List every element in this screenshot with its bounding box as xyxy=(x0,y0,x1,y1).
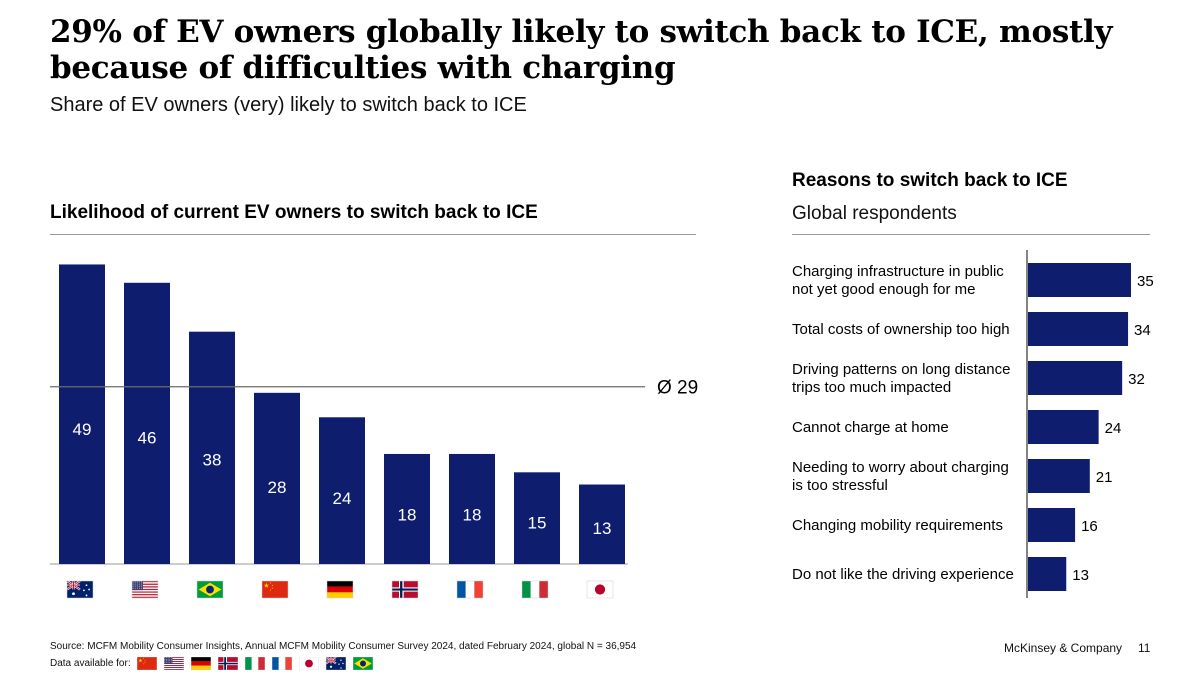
flag-it-icon xyxy=(521,580,549,599)
reason-bar xyxy=(1028,459,1090,493)
reason-label-line: Needing to worry about charging xyxy=(792,459,1009,476)
left-chart-title: Likelihood of current EV owners to switc… xyxy=(50,202,538,223)
bar-flag-no xyxy=(384,453,430,564)
bar-flag-jp xyxy=(579,484,625,564)
bar-value-label: 46 xyxy=(138,428,157,447)
reason-label-line: Changing mobility requirements xyxy=(792,517,1003,534)
bar-value-label: 18 xyxy=(398,505,417,524)
flag-au-icon xyxy=(325,657,346,670)
bar-value-label: 38 xyxy=(203,450,222,469)
reason-label-line: trips too much impacted xyxy=(792,379,951,396)
reason-label-line: Cannot charge at home xyxy=(792,419,949,436)
right-chart-title-rule xyxy=(792,234,1150,235)
flag-br-icon xyxy=(352,657,373,670)
reason-bar xyxy=(1028,410,1099,444)
reason-label: Needing to worry about charging is too st… xyxy=(792,459,1009,494)
average-label: Ø 29 xyxy=(657,378,698,399)
flag-br-icon xyxy=(196,580,224,599)
bar-value-label: 49 xyxy=(73,420,92,439)
bar-value-label: 24 xyxy=(333,489,352,508)
right-chart-title: Reasons to switch back to ICE xyxy=(792,170,1068,191)
data-available-label: Data available for: xyxy=(50,658,131,669)
bar-value-label: 28 xyxy=(268,478,287,497)
reason-label: Driving patterns on long distance trips t… xyxy=(792,361,1010,396)
right-chart-subtitle: Global respondents xyxy=(792,203,957,224)
reason-label: Charging infrastructure in public not yet… xyxy=(792,263,1004,298)
reason-value-label: 13 xyxy=(1072,567,1089,584)
reason-value-label: 35 xyxy=(1137,273,1154,290)
reason-label-line: Charging infrastructure in public xyxy=(792,263,1004,280)
flag-jp-icon xyxy=(586,580,614,599)
reason-bar xyxy=(1028,361,1123,395)
reason-label: Total costs of ownership too high xyxy=(792,321,1010,338)
flag-de-icon xyxy=(190,657,211,670)
flag-fr-icon xyxy=(271,657,292,670)
reason-bar xyxy=(1028,312,1129,346)
reason-label-line: Total costs of ownership too high xyxy=(792,321,1010,338)
bar-flag-cn xyxy=(254,392,300,564)
reason-label-line: Driving patterns on long distance xyxy=(792,361,1010,378)
bar-value-label: 13 xyxy=(593,519,612,538)
page-title: 29% of EV owners globally likely to swit… xyxy=(50,14,1113,86)
data-available-flags xyxy=(136,657,373,670)
reason-value-label: 21 xyxy=(1096,469,1113,486)
flag-no-icon xyxy=(217,657,238,670)
page-subtitle: Share of EV owners (very) likely to swit… xyxy=(50,94,527,116)
bar-flag-us xyxy=(124,282,170,564)
bar-flag-br xyxy=(189,331,235,564)
reason-label: Changing mobility requirements xyxy=(792,517,1003,534)
flag-us-icon xyxy=(163,657,184,670)
bar-flag-fr xyxy=(449,453,495,564)
source-note: Source: MCFM Mobility Consumer Insights,… xyxy=(50,641,637,652)
reason-label: Cannot charge at home xyxy=(792,419,949,436)
reason-bar xyxy=(1028,508,1076,542)
flag-it-icon xyxy=(244,657,265,670)
reason-value-label: 32 xyxy=(1128,371,1145,388)
flag-jp-icon xyxy=(298,657,319,670)
reason-label-line: Do not like the driving experience xyxy=(792,566,1014,583)
bar-flag-it xyxy=(514,472,560,564)
reason-label: Do not like the driving experience xyxy=(792,566,1014,583)
flag-cn-icon xyxy=(261,580,289,599)
bar-flag-de xyxy=(319,417,365,564)
reason-value-label: 34 xyxy=(1134,322,1151,339)
flag-cn-icon xyxy=(136,657,157,670)
reason-label-line: not yet good enough for me xyxy=(792,281,975,298)
data-available-row: Data available for: xyxy=(50,657,373,670)
flag-au-icon xyxy=(66,580,94,599)
bar-flag-au xyxy=(59,264,105,564)
flag-us-icon xyxy=(131,580,159,599)
bar-value-label: 15 xyxy=(528,514,547,533)
reason-label-line: is too stressful xyxy=(792,477,888,494)
reason-bar xyxy=(1028,557,1067,591)
reason-value-label: 24 xyxy=(1105,420,1122,437)
left-chart-title-rule xyxy=(50,234,696,235)
brand-name: McKinsey & Company xyxy=(1004,641,1123,655)
page-number: 11 xyxy=(1138,641,1151,655)
flag-fr-icon xyxy=(456,580,484,599)
reason-bar xyxy=(1028,263,1131,297)
flag-de-icon xyxy=(326,580,354,599)
reason-value-label: 16 xyxy=(1081,518,1098,535)
bar-value-label: 18 xyxy=(463,505,482,524)
flag-no-icon xyxy=(391,580,419,599)
